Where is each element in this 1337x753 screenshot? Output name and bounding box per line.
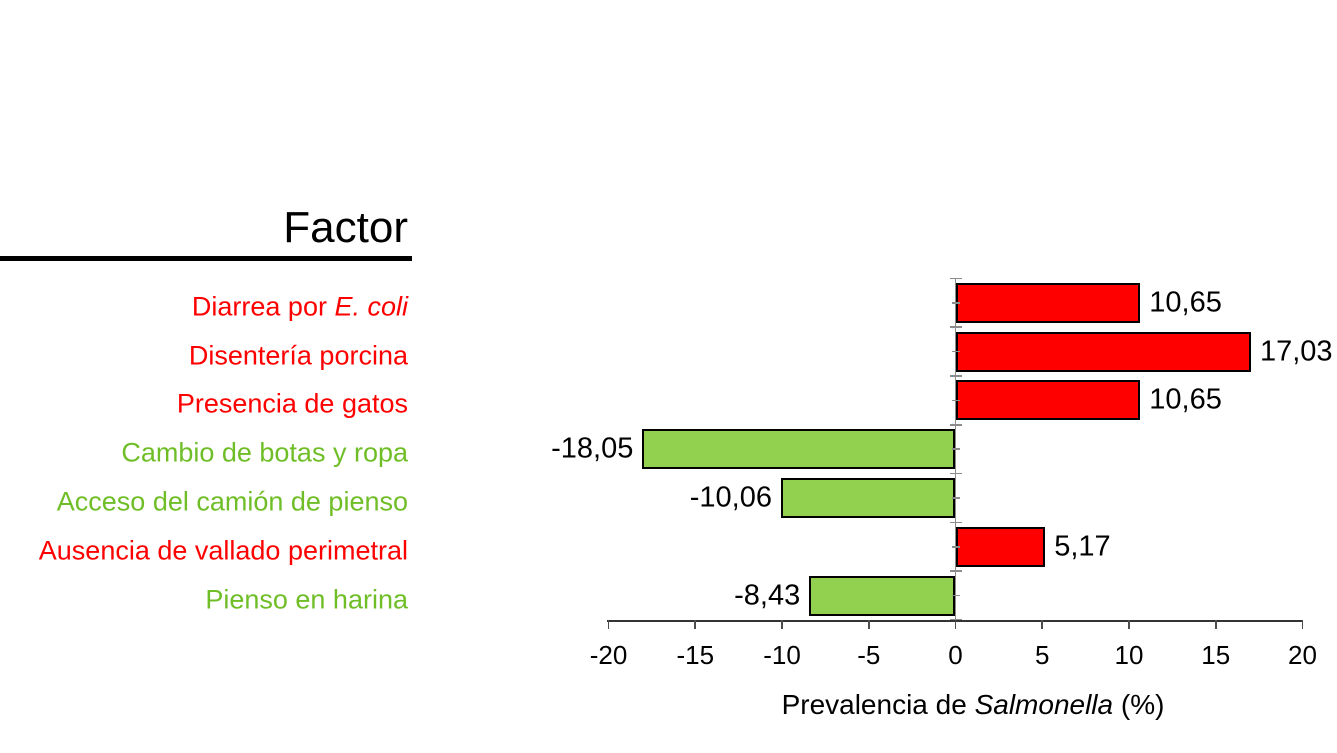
factor-label-italic: E. coli [334,291,408,322]
category-tick [949,570,962,572]
bar [955,380,1141,421]
x-tick-label: -15 [676,640,715,670]
x-tick-label: -10 [763,640,801,670]
category-tick [951,350,960,353]
x-axis-tick [1041,620,1044,629]
x-axis-tick [867,620,870,629]
category-tick [951,497,960,499]
x-tick-label: -5 [857,640,881,670]
x-axis-tick [1214,620,1217,629]
factor-label-text: Ausencia de vallado perimetral [38,535,408,566]
bar-value-label: -8,43 [734,579,801,612]
bar-value-label: 17,03 [1259,335,1333,368]
category-tick [951,594,960,597]
x-axis-tick [694,620,697,629]
x-axis-title: Prevalencia de Salmonella (%) [723,689,1223,721]
bar [809,575,956,616]
bar [955,331,1251,372]
x-tick-label: -20 [589,640,628,670]
factor-label: Disentería porcina [0,342,408,369]
category-tick [951,546,960,548]
category-tick [949,424,962,426]
factor-label-text: Acceso del camión de pienso [56,486,408,517]
bar-value-label: 10,65 [1149,383,1222,416]
factor-label-text: Disentería porcina [188,340,408,371]
x-tick-label: 15 [1201,640,1231,670]
x-axis-tick [781,620,783,629]
x-axis-tick [954,620,957,629]
factor-label: Presencia de gatos [0,388,408,419]
x-axis-title-prefix: Prevalencia de [781,689,975,720]
bar-value-label: -10,06 [689,481,772,514]
category-tick [949,375,962,377]
category-tick [949,619,962,621]
bar [955,526,1046,567]
bar [642,429,956,470]
factor-header-underline [0,256,412,261]
bar-value-label: 10,65 [1149,286,1222,319]
x-axis-title-italic: Salmonella [974,689,1114,720]
x-axis-tick [607,620,610,629]
x-tick-label: 0 [948,640,963,670]
factor-label-text: Presencia de gatos [176,388,408,419]
factor-label: Diarrea por E. coli [0,293,408,320]
factor-label: Ausencia de vallado perimetral [0,537,408,564]
x-tick-label: 20 [1288,640,1317,670]
category-tick [951,448,960,451]
x-tick-label: 10 [1114,640,1144,670]
x-axis-tick [1301,620,1304,629]
category-tick [951,399,960,402]
factor-label: Cambio de botas y ropa [0,437,408,468]
category-tick [949,277,962,280]
bar [955,282,1141,323]
bar [780,478,956,519]
x-axis-title-suffix: (%) [1113,689,1165,720]
category-tick [949,521,962,524]
category-tick [949,472,962,475]
factor-label-text: Pienso en harina [205,584,408,615]
category-tick [951,302,960,304]
category-tick [949,326,962,329]
factor-label: Pienso en harina [0,586,408,613]
x-axis-tick [1128,620,1130,629]
factor-column-header: Factor [283,203,408,252]
factor-label-text: Cambio de botas y ropa [121,437,408,468]
bar-value-label: -18,05 [551,432,634,465]
bar-value-label: 5,17 [1054,530,1111,563]
factor-label: Acceso del camión de pienso [0,486,408,517]
factor-label-text: Diarrea por [191,291,335,322]
x-tick-label: 5 [1035,640,1050,670]
